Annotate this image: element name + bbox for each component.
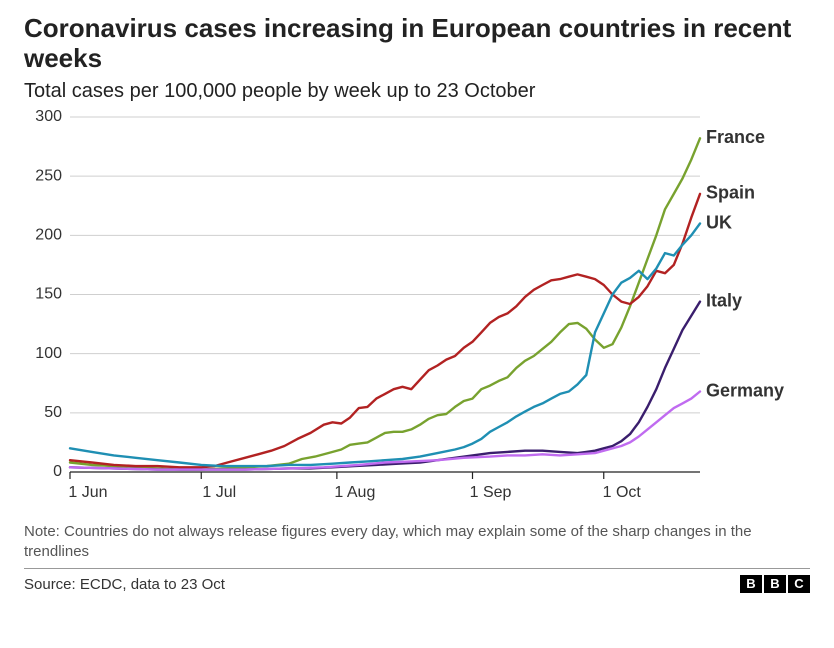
bbc-logo-block: C: [788, 575, 810, 593]
line-chart-svg: 0 50 100 150 200 250 300 1 Jun 1 Jul 1 Aug 1 Sep 1 …: [24, 107, 810, 507]
source-text: Source: ECDC, data to 23 Oct: [24, 576, 225, 593]
x-tick-label: 1 Jul: [202, 484, 236, 501]
chart-note: Note: Countries do not always release fi…: [24, 522, 810, 563]
series-label-uk: UK: [706, 212, 732, 232]
y-tick-label: 300: [35, 108, 62, 125]
series-line-germany: [70, 391, 700, 469]
bbc-logo: BBC: [740, 575, 810, 593]
x-tick-label: 1 Aug: [334, 484, 375, 501]
x-tick-label: 1 Jun: [68, 484, 107, 501]
y-tick-label: 150: [35, 286, 62, 303]
series-line-italy: [70, 301, 700, 469]
y-tick-label: 100: [35, 345, 62, 362]
series-line-uk: [70, 223, 700, 466]
chart-subtitle: Total cases per 100,000 people by week u…: [24, 80, 810, 103]
bbc-logo-block: B: [764, 575, 786, 593]
plot-area: 0 50 100 150 200 250 300 1 Jun 1 Jul 1 Aug 1 Sep 1 …: [24, 107, 810, 512]
y-tick-label: 50: [44, 404, 62, 421]
series-label-germany: Germany: [706, 380, 784, 400]
footer-divider: [24, 568, 810, 569]
y-tick-label: 250: [35, 167, 62, 184]
y-tick-label: 0: [53, 463, 62, 480]
footer-row: Source: ECDC, data to 23 Oct BBC: [24, 575, 810, 593]
x-tick-label: 1 Sep: [470, 484, 512, 501]
series-label-spain: Spain: [706, 182, 755, 202]
chart-card: Coronavirus cases increasing in European…: [0, 0, 834, 648]
x-tick-label: 1 Oct: [603, 484, 642, 501]
chart-title: Coronavirus cases increasing in European…: [24, 14, 810, 74]
series-label-italy: Italy: [706, 290, 742, 310]
bbc-logo-block: B: [740, 575, 762, 593]
series-line-france: [70, 138, 700, 469]
y-tick-label: 200: [35, 226, 62, 243]
series-label-france: France: [706, 127, 765, 147]
